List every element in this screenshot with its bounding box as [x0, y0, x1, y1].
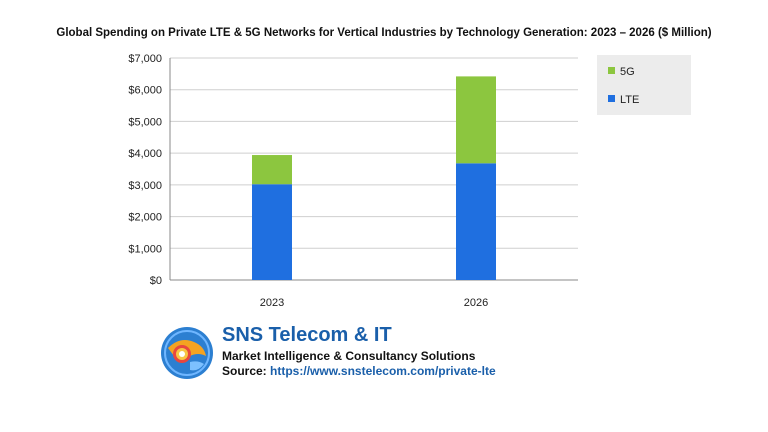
legend-label-lte: LTE — [620, 94, 639, 106]
legend-swatch-5g — [608, 67, 615, 74]
x-tick-label: 2023 — [260, 297, 284, 309]
brand-tagline: Market Intelligence & Consultancy Soluti… — [222, 349, 476, 363]
legend-swatch-lte — [608, 95, 615, 102]
y-axis-ticks: $0 $1,000 $2,000 $3,000 $4,000 $5,000 $6,000 $7… — [128, 53, 162, 287]
bar-lte-2026 — [456, 163, 496, 280]
y-tick-label: $0 — [150, 275, 162, 287]
brand-name: SNS Telecom & IT — [222, 324, 392, 346]
gridlines — [169, 57, 578, 281]
y-tick-label: $1,000 — [128, 243, 162, 255]
legend-box — [597, 55, 691, 115]
bar-5g-2023 — [252, 155, 292, 185]
source-label: Source: — [222, 364, 267, 378]
x-tick-label: 2026 — [464, 297, 488, 309]
chart-title: Global Spending on Private LTE & 5G Netw… — [56, 27, 712, 39]
y-tick-label: $6,000 — [128, 85, 162, 97]
bar-lte-2023 — [252, 184, 292, 280]
source-link[interactable]: https://www.snstelecom.com/private-lte — [270, 364, 496, 378]
y-tick-label: $4,000 — [128, 148, 162, 160]
legend-label-5g: 5G — [620, 66, 635, 78]
legend: 5G LTE — [597, 55, 691, 115]
y-tick-label: $2,000 — [128, 212, 162, 224]
y-tick-label: $7,000 — [128, 53, 162, 65]
y-tick-label: $5,000 — [128, 116, 162, 128]
y-tick-label: $3,000 — [128, 180, 162, 192]
brand-source: Source: https://www.snstelecom.com/priva… — [222, 364, 496, 378]
bars — [252, 76, 496, 280]
bar-5g-2026 — [456, 76, 496, 164]
sns-globe-logo — [161, 327, 213, 379]
x-axis-ticks: 2023 2026 — [260, 297, 488, 309]
